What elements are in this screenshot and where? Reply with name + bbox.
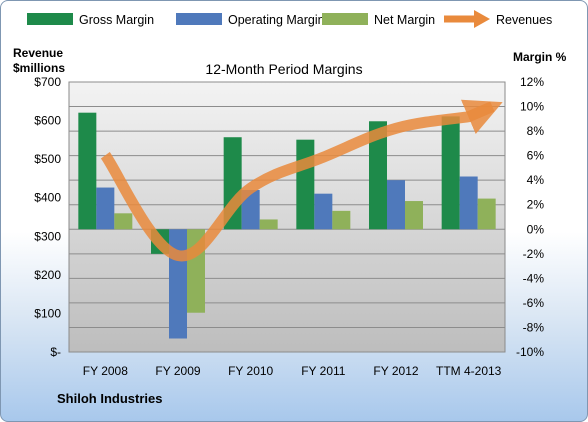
category-label-ttm-4-2013: TTM 4-2013 [436, 364, 502, 378]
bar-net-margin-fy-2010 [259, 219, 278, 230]
right-tick-label-3: -4% [523, 271, 545, 285]
bar-operating-margin-fy-2011 [314, 193, 333, 230]
bar-net-margin-fy-2012 [405, 201, 423, 230]
legend-swatch-operating-margin [176, 13, 222, 25]
left-tick-label-4: $400 [34, 191, 61, 205]
chart-title: 12-Month Period Margins [205, 61, 362, 77]
category-label-fy-2010: FY 2010 [228, 364, 273, 378]
right-tick-label-5: 0% [527, 222, 545, 236]
category-label-fy-2011: FY 2011 [301, 364, 346, 378]
legend-swatch-gross-margin [27, 13, 73, 25]
bar-operating-margin-fy-2009 [169, 229, 187, 339]
right-tick-label-7: 4% [527, 173, 545, 187]
right-tick-label-2: -6% [523, 296, 545, 310]
bar-net-margin-fy-2011 [332, 210, 351, 230]
legend-label-net-margin: Net Margin [374, 13, 435, 27]
bar-operating-margin-fy-2010 [241, 190, 260, 230]
bar-gross-margin-fy-2011 [296, 139, 315, 230]
legend-label-gross-margin: Gross Margin [79, 13, 154, 27]
right-tick-label-8: 6% [527, 149, 545, 163]
category-labels: FY 2008 FY 2009 FY 2010 FY 2011 FY 2012 TTM 4… [83, 364, 502, 378]
category-label-fy-2012: FY 2012 [373, 364, 418, 378]
left-tick-label-3: $300 [34, 229, 61, 243]
bar-operating-margin-fy-2012 [387, 180, 405, 230]
right-axis-title: Margin % [513, 50, 567, 64]
category-label-fy-2009: FY 2009 [155, 364, 200, 378]
right-tick-label-11: 12% [520, 75, 544, 89]
bar-net-margin-fy-2008 [114, 213, 133, 230]
legend-label-operating-margin: Operating Margin [228, 13, 325, 27]
bar-gross-margin-fy-2012 [369, 121, 387, 230]
right-axis-ticks: -10% -8% -6% -4% -2% 0% 2% 4% 6% 8% 10% 12% [516, 75, 544, 359]
revenue-line [100, 99, 503, 262]
bar-gross-margin-ttm-4-2013 [441, 116, 460, 230]
legend-label-revenues: Revenues [496, 13, 552, 27]
left-axis-title-line2: $millions [13, 61, 65, 75]
right-tick-label-6: 2% [527, 198, 545, 212]
legend-swatch-net-margin [322, 13, 368, 25]
legend-arrow-icon [474, 10, 490, 28]
left-tick-label-7: $700 [34, 75, 61, 89]
right-tick-label-9: 8% [527, 124, 545, 138]
bar-operating-margin-fy-2008 [96, 187, 115, 230]
right-tick-label-10: 10% [520, 100, 544, 114]
left-tick-label-0: $- [50, 345, 61, 359]
gridlines [69, 81, 505, 353]
revenue-line-group [100, 99, 503, 262]
left-tick-label-1: $100 [34, 306, 61, 320]
left-tick-label-6: $600 [34, 114, 61, 128]
category-label-fy-2008: FY 2008 [83, 364, 128, 378]
left-axis-ticks: $- $100 $200 $300 $400 $500 $600 $700 [34, 75, 61, 359]
legend: Gross Margin Operating Margin Net Margin Re… [27, 10, 552, 28]
left-axis-title-line1: Revenue [13, 46, 63, 60]
bar-net-margin-ttm-4-2013 [477, 198, 496, 230]
bar-operating-margin-ttm-4-2013 [459, 176, 478, 230]
left-tick-label-2: $200 [34, 268, 61, 282]
right-tick-label-0: -10% [516, 345, 544, 359]
bar-gross-margin-fy-2008 [78, 112, 97, 230]
left-tick-label-5: $500 [34, 152, 61, 166]
company-name: Shiloh Industries [57, 391, 162, 406]
right-tick-label-1: -8% [523, 320, 545, 334]
right-tick-label-4: -2% [523, 247, 545, 261]
